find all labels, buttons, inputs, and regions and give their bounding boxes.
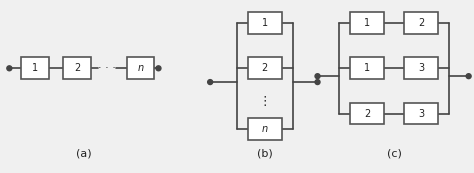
Text: 2: 2 xyxy=(262,63,268,73)
FancyBboxPatch shape xyxy=(63,57,91,79)
Text: 3: 3 xyxy=(418,63,424,73)
FancyBboxPatch shape xyxy=(350,57,384,79)
Text: ⋮: ⋮ xyxy=(259,95,271,108)
Text: 2: 2 xyxy=(418,18,424,28)
Text: 3: 3 xyxy=(418,109,424,119)
FancyBboxPatch shape xyxy=(350,12,384,34)
Circle shape xyxy=(7,66,12,71)
FancyBboxPatch shape xyxy=(404,103,438,124)
Text: n: n xyxy=(262,124,268,134)
FancyBboxPatch shape xyxy=(404,57,438,79)
Text: 1: 1 xyxy=(262,18,268,28)
Text: 2: 2 xyxy=(74,63,80,73)
Circle shape xyxy=(466,74,471,79)
FancyBboxPatch shape xyxy=(127,57,155,79)
Text: 1: 1 xyxy=(32,63,38,73)
FancyBboxPatch shape xyxy=(248,57,282,79)
Text: (a): (a) xyxy=(76,149,91,159)
Text: 1: 1 xyxy=(364,18,370,28)
Circle shape xyxy=(315,74,320,79)
FancyBboxPatch shape xyxy=(248,119,282,140)
Text: n: n xyxy=(137,63,144,73)
Text: 2: 2 xyxy=(364,109,370,119)
Circle shape xyxy=(315,80,320,85)
Text: · · ·: · · · xyxy=(98,63,116,73)
FancyBboxPatch shape xyxy=(404,12,438,34)
FancyBboxPatch shape xyxy=(248,12,282,34)
Text: (b): (b) xyxy=(257,149,273,159)
FancyBboxPatch shape xyxy=(350,103,384,124)
Circle shape xyxy=(156,66,161,71)
FancyBboxPatch shape xyxy=(21,57,49,79)
Text: 1: 1 xyxy=(364,63,370,73)
Text: (c): (c) xyxy=(387,149,401,159)
Circle shape xyxy=(208,80,213,85)
